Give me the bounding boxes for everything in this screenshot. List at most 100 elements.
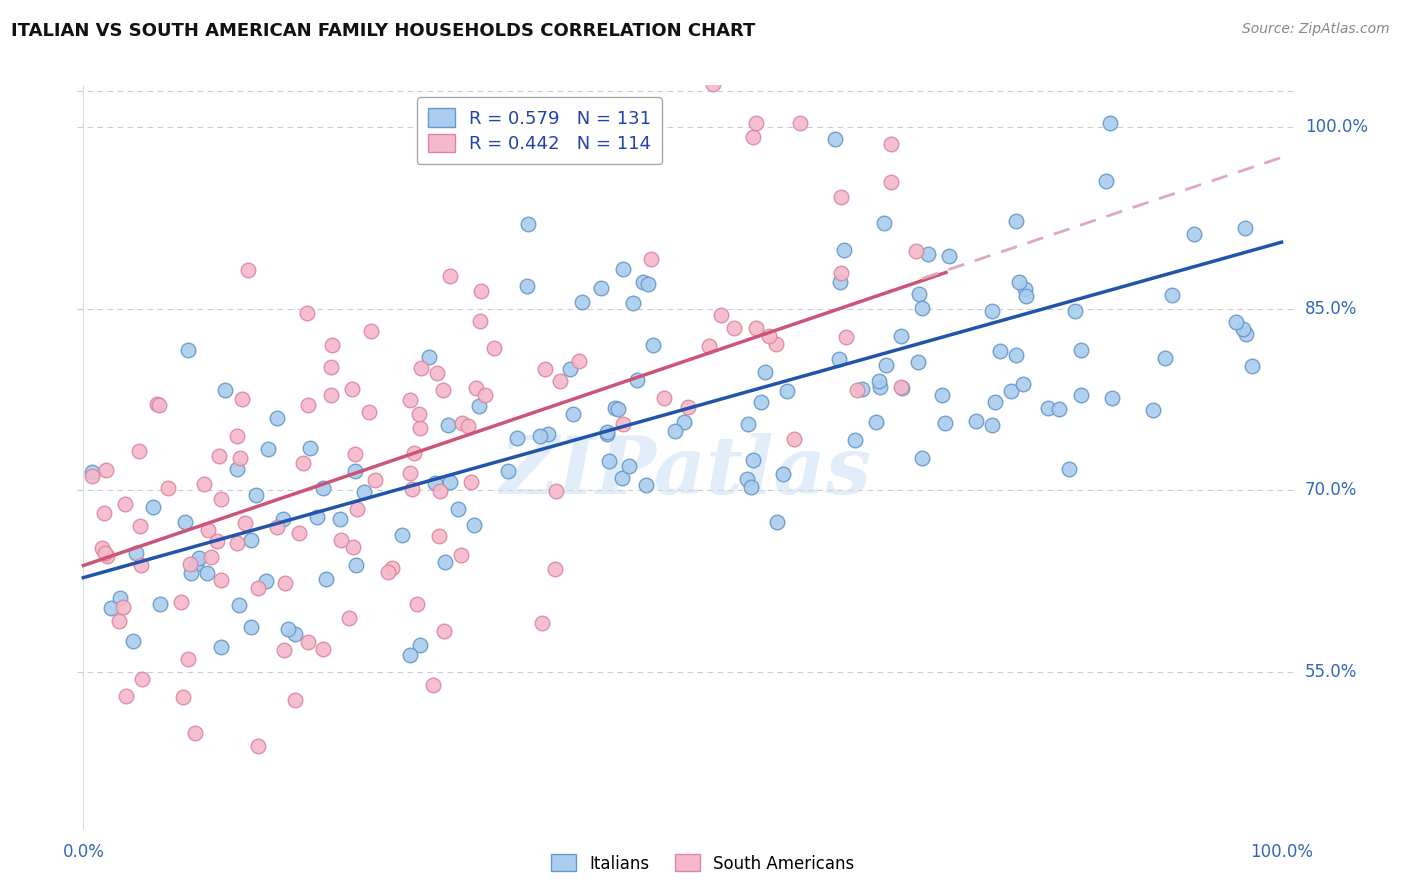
Point: [357, 404, 380, 418]
Point: [1098, 116, 1121, 130]
Point: [288, 525, 311, 540]
Point: [360, 324, 382, 338]
Legend: Italians, South Americans: Italians, South Americans: [544, 847, 862, 880]
Point: [868, 374, 890, 388]
Point: [128, 519, 150, 533]
Point: [149, 598, 172, 612]
Point: [315, 572, 337, 586]
Point: [544, 483, 567, 498]
Point: [90, 541, 112, 556]
Point: [460, 475, 482, 490]
Point: [474, 388, 496, 402]
Text: 70.0%: 70.0%: [1305, 482, 1357, 500]
Point: [408, 421, 430, 435]
Point: [337, 610, 360, 624]
Point: [180, 566, 202, 581]
Point: [561, 407, 583, 421]
Point: [742, 453, 765, 467]
Point: [450, 548, 472, 562]
Point: [890, 381, 912, 395]
Point: [344, 464, 367, 478]
Text: ZIPatlas: ZIPatlas: [499, 434, 872, 511]
Point: [1225, 315, 1247, 329]
Point: [467, 399, 489, 413]
Point: [96, 549, 118, 564]
Point: [550, 374, 572, 388]
Point: [468, 314, 491, 328]
Point: [214, 384, 236, 398]
Point: [754, 366, 776, 380]
Point: [429, 484, 451, 499]
Point: [745, 116, 768, 130]
Point: [1182, 227, 1205, 241]
Point: [1070, 343, 1092, 357]
Point: [1064, 304, 1087, 318]
Point: [277, 622, 299, 636]
Point: [173, 516, 195, 530]
Point: [640, 252, 662, 266]
Point: [122, 634, 145, 648]
Point: [846, 383, 869, 397]
Point: [1000, 384, 1022, 398]
Point: [245, 488, 267, 502]
Point: [626, 373, 648, 387]
Point: [908, 286, 931, 301]
Point: [543, 562, 565, 576]
Point: [1008, 275, 1031, 289]
Point: [981, 417, 1004, 432]
Point: [740, 480, 762, 494]
Point: [226, 429, 249, 443]
Point: [422, 678, 444, 692]
Point: [170, 595, 193, 609]
Point: [177, 652, 200, 666]
Point: [321, 387, 343, 401]
Point: [273, 643, 295, 657]
Point: [516, 217, 538, 231]
Point: [745, 320, 768, 334]
Point: [329, 511, 352, 525]
Point: [1047, 402, 1070, 417]
Point: [612, 262, 634, 277]
Point: [737, 417, 759, 432]
Legend: R = 0.579   N = 131, R = 0.442   N = 114: R = 0.579 N = 131, R = 0.442 N = 114: [418, 97, 662, 164]
Point: [672, 415, 695, 429]
Point: [312, 642, 335, 657]
Point: [343, 447, 366, 461]
Point: [284, 627, 307, 641]
Point: [82, 466, 104, 480]
Point: [112, 599, 135, 614]
Text: 55.0%: 55.0%: [1305, 663, 1357, 681]
Point: [418, 350, 440, 364]
Point: [297, 634, 319, 648]
Point: [115, 690, 138, 704]
Point: [295, 305, 318, 319]
Text: ITALIAN VS SOUTH AMERICAN FAMILY HOUSEHOLDS CORRELATION CHART: ITALIAN VS SOUTH AMERICAN FAMILY HOUSEHO…: [11, 22, 755, 40]
Point: [824, 131, 846, 145]
Point: [177, 343, 200, 357]
Point: [571, 295, 593, 310]
Point: [340, 382, 363, 396]
Point: [142, 500, 165, 515]
Point: [758, 328, 780, 343]
Point: [291, 456, 314, 470]
Point: [988, 344, 1011, 359]
Point: [399, 466, 422, 480]
Point: [980, 304, 1002, 318]
Point: [619, 459, 641, 474]
Point: [596, 427, 619, 442]
Point: [1233, 220, 1256, 235]
Point: [391, 528, 413, 542]
Point: [408, 407, 430, 421]
Point: [904, 244, 927, 258]
Point: [869, 380, 891, 394]
Point: [832, 243, 855, 257]
Point: [107, 614, 129, 628]
Point: [209, 491, 232, 506]
Point: [186, 557, 208, 571]
Point: [742, 130, 765, 145]
Point: [200, 550, 222, 565]
Point: [312, 481, 335, 495]
Point: [405, 598, 427, 612]
Point: [353, 485, 375, 500]
Point: [710, 308, 733, 322]
